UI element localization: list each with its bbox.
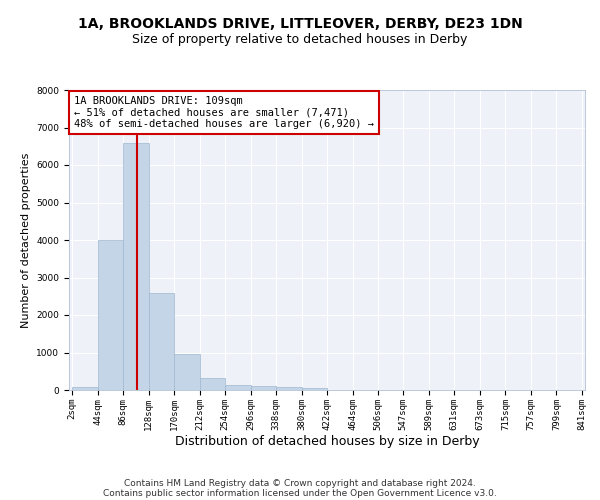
Bar — [276, 387, 302, 390]
Bar — [149, 292, 174, 390]
Bar — [98, 240, 123, 390]
Text: 1A BROOKLANDS DRIVE: 109sqm
← 51% of detached houses are smaller (7,471)
48% of : 1A BROOKLANDS DRIVE: 109sqm ← 51% of det… — [74, 96, 374, 129]
Y-axis label: Number of detached properties: Number of detached properties — [21, 152, 31, 328]
Bar — [302, 388, 328, 390]
Text: Size of property relative to detached houses in Derby: Size of property relative to detached ho… — [133, 32, 467, 46]
Bar — [251, 386, 276, 390]
X-axis label: Distribution of detached houses by size in Derby: Distribution of detached houses by size … — [175, 436, 479, 448]
Bar — [200, 378, 225, 390]
Text: Contains public sector information licensed under the Open Government Licence v3: Contains public sector information licen… — [103, 488, 497, 498]
Bar — [174, 354, 200, 390]
Bar — [123, 142, 149, 390]
Bar — [72, 387, 98, 390]
Text: Contains HM Land Registry data © Crown copyright and database right 2024.: Contains HM Land Registry data © Crown c… — [124, 478, 476, 488]
Text: 1A, BROOKLANDS DRIVE, LITTLEOVER, DERBY, DE23 1DN: 1A, BROOKLANDS DRIVE, LITTLEOVER, DERBY,… — [77, 18, 523, 32]
Bar — [225, 385, 251, 390]
